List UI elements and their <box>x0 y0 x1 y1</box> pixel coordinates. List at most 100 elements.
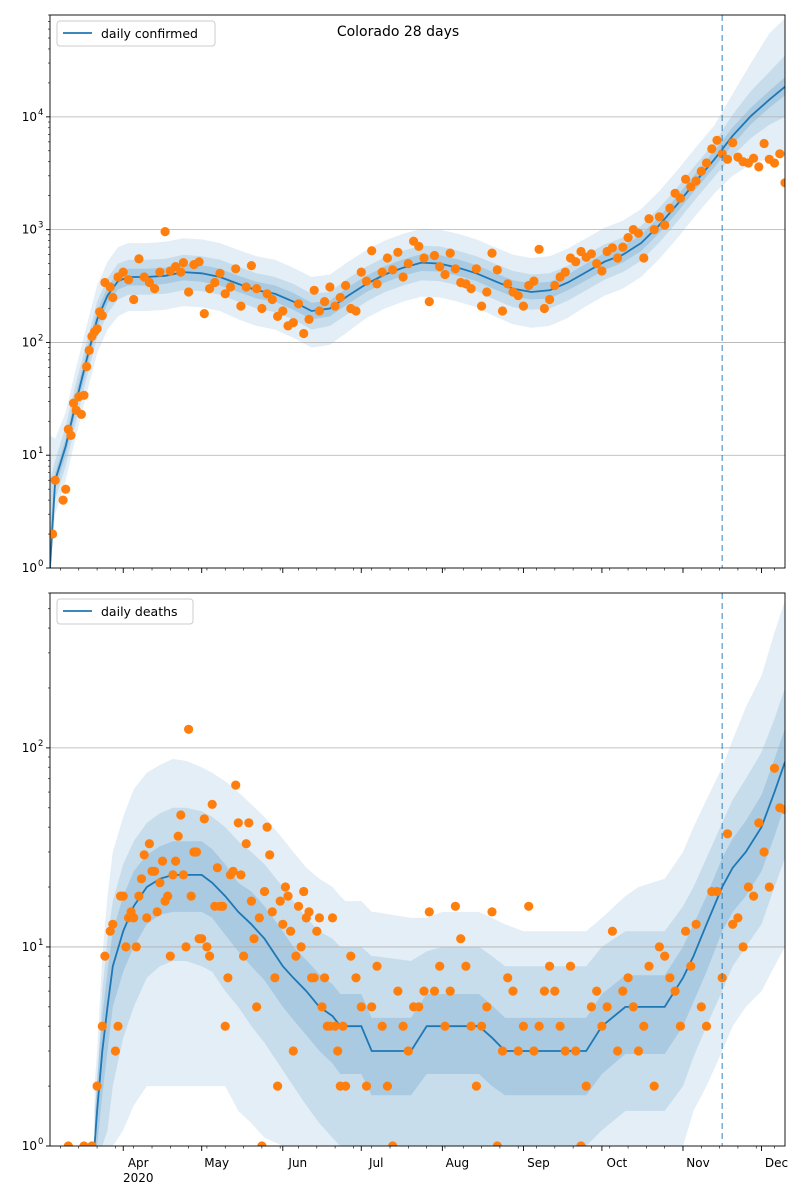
data-point <box>92 1081 102 1091</box>
data-point <box>66 430 76 440</box>
data-point <box>581 1081 591 1091</box>
y-tick-exponent: 2 <box>38 333 43 343</box>
data-point <box>592 986 602 996</box>
data-point <box>320 297 330 307</box>
data-point <box>471 264 481 274</box>
data-point <box>492 1141 502 1146</box>
data-point <box>267 294 277 305</box>
data-point <box>738 942 748 952</box>
uncertainty-band-mid <box>50 55 785 568</box>
data-point <box>440 269 450 280</box>
y-tick-label: 10 <box>22 223 37 237</box>
data-point <box>644 214 654 224</box>
data-point <box>618 242 628 252</box>
data-point <box>403 1046 413 1056</box>
data-point <box>508 986 518 996</box>
data-point <box>665 203 675 213</box>
chart-title: Colorado 28 days <box>337 24 459 40</box>
data-point <box>84 345 94 355</box>
data-point <box>513 291 523 301</box>
data-point <box>424 907 434 917</box>
x-tick-label: Oct <box>607 1156 628 1170</box>
data-point <box>220 289 230 299</box>
data-point <box>68 398 79 408</box>
data-point <box>194 257 204 267</box>
series-line <box>50 86 785 568</box>
data-point <box>477 301 487 311</box>
data-point <box>707 144 717 154</box>
data-point <box>207 799 217 810</box>
data-point <box>524 901 534 911</box>
data-point <box>293 299 304 309</box>
data-point <box>372 961 382 971</box>
data-point <box>123 275 134 285</box>
data-point <box>513 1046 523 1056</box>
data-point <box>733 913 743 923</box>
data-point <box>50 475 60 485</box>
legend-box <box>56 20 216 47</box>
data-point <box>675 1021 686 1031</box>
confirmed-legend: daily confirmed <box>56 20 216 47</box>
data-point <box>278 306 288 316</box>
data-point <box>775 149 785 159</box>
data-point <box>144 839 154 849</box>
data-point <box>623 233 633 243</box>
data-point <box>299 328 309 339</box>
data-point <box>312 926 322 936</box>
y-tick-exponent: 0 <box>38 559 43 569</box>
data-point <box>246 261 256 271</box>
data-point <box>665 973 675 983</box>
x-tick-label: Dec <box>765 1156 788 1170</box>
data-point <box>50 529 58 539</box>
data-point <box>482 287 492 297</box>
data-point <box>482 1002 492 1012</box>
y-tick-exponent: 4 <box>38 108 43 118</box>
data-point <box>314 913 324 923</box>
data-point <box>377 267 387 277</box>
data-point <box>178 870 188 880</box>
data-point <box>231 780 241 790</box>
data-point <box>377 1021 387 1031</box>
data-point <box>639 253 649 263</box>
data-point <box>597 266 607 276</box>
data-point <box>61 484 71 494</box>
data-point <box>644 961 654 971</box>
legend-label: daily deaths <box>101 604 178 619</box>
data-point <box>129 913 139 923</box>
data-point <box>228 866 238 876</box>
data-point <box>487 907 497 917</box>
data-point <box>670 986 680 996</box>
data-point <box>168 870 178 880</box>
data-point <box>105 282 115 292</box>
data-point <box>424 297 434 307</box>
data-point <box>341 1081 351 1091</box>
data-point <box>586 1002 597 1012</box>
data-point <box>545 961 555 971</box>
data-point <box>691 919 701 929</box>
y-tick-label: 10 <box>22 1139 37 1153</box>
data-point <box>257 303 267 314</box>
data-point <box>335 292 345 303</box>
x-tick-label: Jul <box>368 1156 383 1170</box>
data-point <box>63 1141 73 1146</box>
data-point <box>722 154 733 164</box>
data-point <box>681 926 691 936</box>
data-point <box>754 162 764 172</box>
data-point <box>419 253 429 263</box>
data-point <box>210 277 220 288</box>
data-point <box>429 250 440 261</box>
data-point <box>539 986 550 996</box>
data-point <box>134 891 144 901</box>
data-point <box>429 986 440 996</box>
data-point <box>696 1002 706 1012</box>
x-tick-year-label: 2020 <box>123 1171 154 1185</box>
uncertainty-band-outer <box>94 600 785 1146</box>
y-tick-label: 10 <box>22 335 37 349</box>
data-point <box>241 282 251 292</box>
data-point <box>607 243 618 253</box>
data-point <box>461 961 471 971</box>
data-point <box>152 907 162 917</box>
y-tick-label: 10 <box>22 110 37 124</box>
